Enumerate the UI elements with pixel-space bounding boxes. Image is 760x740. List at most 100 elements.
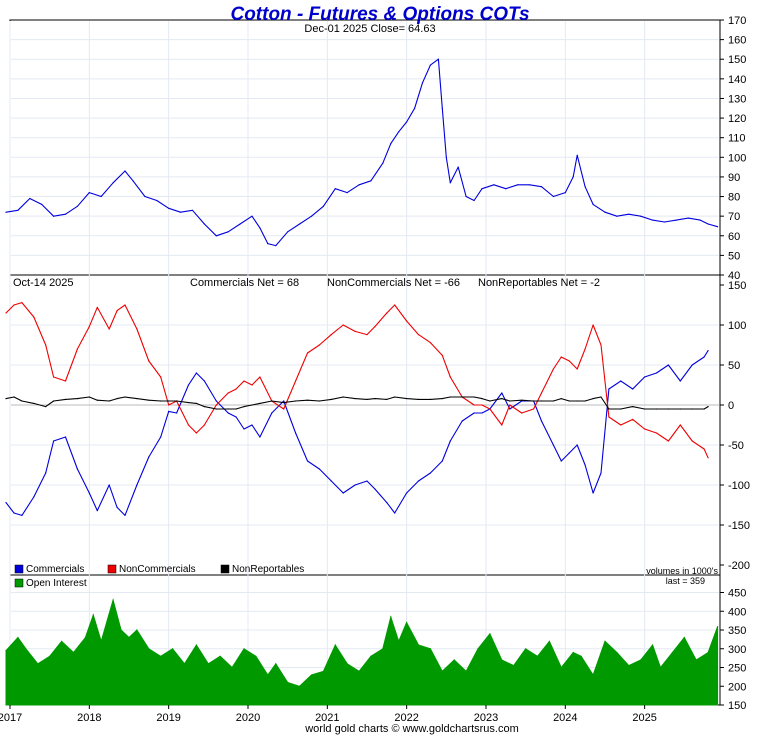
point-open-interest-42 [465, 670, 467, 672]
point-commercials-11 [116, 506, 118, 508]
point-price-61 [628, 213, 630, 215]
point-open-interest-14 [148, 648, 150, 650]
point-nonreportables-60 [608, 408, 610, 410]
point-open-interest-29 [322, 670, 324, 672]
point-open-interest-55 [616, 651, 618, 654]
y-tick-label-price-80: 80 [728, 192, 740, 204]
point-nonreportables-41 [429, 398, 431, 400]
point-commercials-24 [243, 428, 245, 430]
y-tick-label-cot-100: 100 [728, 320, 746, 332]
point-commercials-30 [306, 460, 309, 462]
point-commercials-3 [33, 496, 35, 498]
point-open-interest-60 [671, 651, 674, 654]
point-commercials-40 [417, 480, 420, 482]
point-open-interest-31 [346, 663, 348, 665]
point-commercials-18 [187, 384, 190, 386]
point-price-42 [445, 156, 447, 158]
point-price-54 [564, 192, 566, 194]
point-nonreportables-1 [13, 396, 15, 398]
point-price-53 [552, 195, 555, 198]
point-commercials-15 [160, 436, 162, 438]
point-open-interest-49 [548, 640, 551, 642]
point-commercials-22 [227, 412, 229, 414]
legend-swatch-commercials [14, 564, 24, 574]
point-noncommercials-11 [116, 310, 118, 312]
point-price-5 [64, 213, 67, 215]
point-nonreportables-21 [215, 408, 217, 410]
point-commercials-2 [21, 514, 23, 517]
point-nonreportables-29 [295, 400, 297, 402]
point-nonreportables-33 [342, 396, 344, 398]
y-tick-label-open_interest-300: 300 [728, 644, 746, 656]
point-commercials-35 [366, 480, 368, 482]
point-open-interest-34 [382, 648, 384, 650]
point-price-50 [517, 184, 519, 186]
point-commercials-29 [295, 432, 297, 434]
point-price-48 [493, 184, 495, 186]
y-tick-label-price-170: 170 [728, 15, 746, 27]
point-price-21 [251, 215, 253, 217]
point-nonreportables-47 [489, 400, 491, 402]
point-open-interest-53 [592, 674, 594, 676]
point-open-interest-40 [441, 670, 443, 672]
point-open-interest-56 [628, 665, 630, 667]
y-tick-label-open_interest-200: 200 [728, 681, 746, 693]
point-open-interest-47 [525, 648, 527, 650]
point-noncommercials-29 [295, 380, 297, 382]
point-noncommercials-7 [76, 348, 78, 350]
x-tick-label-2017: 2017 [0, 712, 22, 724]
point-nonreportables-63 [644, 408, 646, 410]
point-nonreportables-37 [386, 398, 388, 400]
point-commercials-58 [592, 492, 594, 494]
point-price-32 [370, 180, 372, 182]
point-commercials-36 [374, 488, 376, 490]
point-open-interest-61 [683, 636, 685, 639]
point-commercials-49 [509, 408, 511, 410]
point-commercials-19 [195, 372, 197, 374]
y-tick-label-cot--150: -150 [728, 520, 750, 532]
point-price-23 [267, 243, 269, 245]
point-nonreportables-18 [187, 402, 190, 404]
point-nonreportables-58 [592, 398, 594, 400]
y-tick-label-price-150: 150 [728, 54, 746, 66]
point-noncommercials-23 [235, 388, 237, 390]
point-price-33 [382, 162, 384, 164]
footer-credit: world gold charts © www.goldchartsrus.co… [304, 723, 519, 735]
point-nonreportables-20 [203, 406, 205, 408]
cot-panel-frame [9, 274, 721, 576]
legend-swatch-open-interest [14, 578, 24, 588]
point-price-41 [441, 107, 443, 109]
point-noncommercials-25 [251, 384, 253, 386]
point-open-interest-20 [219, 655, 221, 657]
point-price-45 [465, 195, 467, 198]
point-price-39 [429, 64, 431, 66]
point-price-27 [310, 215, 313, 217]
y-tick-label-price-50: 50 [728, 250, 740, 262]
point-noncommercials-41 [429, 342, 431, 344]
point-noncommercials-6 [64, 380, 67, 382]
point-price-51 [529, 184, 531, 186]
point-commercials-23 [235, 416, 237, 418]
point-nonreportables-10 [108, 400, 110, 402]
y-tick-label-price-100: 100 [728, 152, 746, 164]
point-nonreportables-55 [568, 400, 570, 402]
point-nonreportables-11 [116, 398, 118, 400]
point-open-interest-54 [604, 640, 606, 642]
point-nonreportables-38 [394, 396, 396, 398]
point-price-8 [100, 195, 102, 198]
point-price-52 [540, 186, 543, 188]
point-open-interest-48 [536, 655, 539, 657]
point-noncommercials-36 [374, 326, 376, 328]
point-price-64 [663, 221, 666, 223]
point-noncommercials-64 [655, 432, 658, 434]
point-open-interest-59 [659, 666, 662, 669]
point-noncommercials-69 [707, 457, 709, 459]
point-noncommercials-39 [406, 320, 408, 322]
y-tick-label-open_interest-150: 150 [728, 700, 746, 712]
x-tick-label-2023: 2023 [474, 712, 498, 724]
point-nonreportables-9 [96, 399, 98, 401]
point-noncommercials-40 [417, 334, 420, 336]
point-commercials-34 [354, 484, 356, 486]
point-noncommercials-24 [243, 380, 245, 382]
point-commercials-8 [88, 492, 90, 494]
